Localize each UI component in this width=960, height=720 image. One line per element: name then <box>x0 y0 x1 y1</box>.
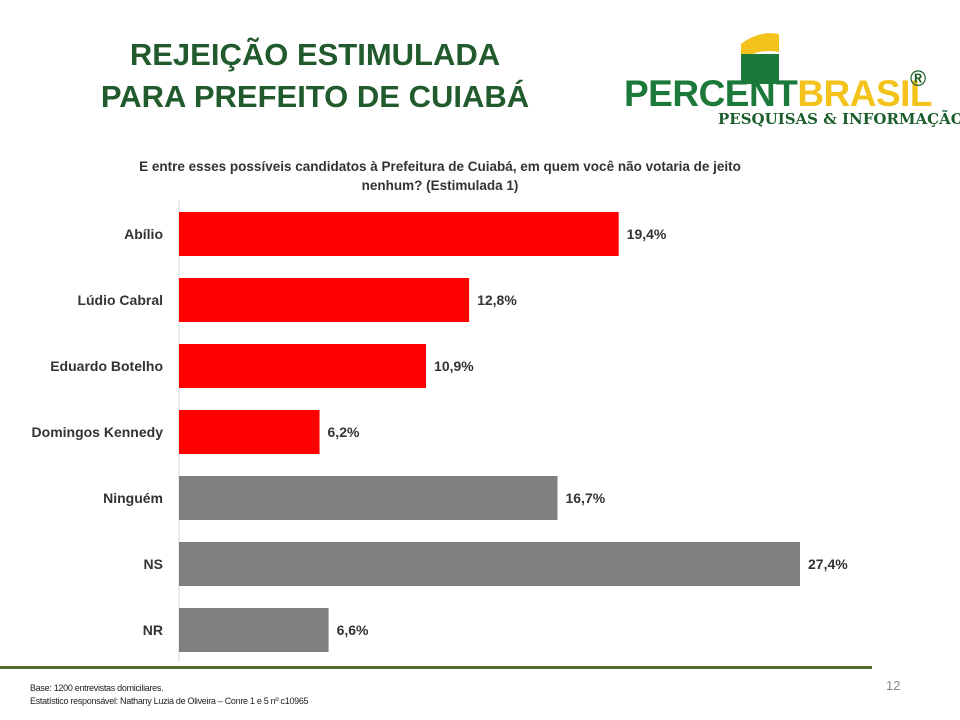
category-label-3: Domingos Kennedy <box>32 424 164 440</box>
survey-question: E entre esses possíveis candidatos à Pre… <box>110 157 770 195</box>
footer-statistician: Estatístico responsável: Nathany Luzia d… <box>30 696 309 706</box>
value-label-5: 27,4% <box>808 556 848 572</box>
value-label-1: 12,8% <box>477 292 517 308</box>
bar-3 <box>179 410 320 454</box>
bar-2 <box>179 344 427 388</box>
registered-mark: ® <box>910 66 927 91</box>
bar-0 <box>179 212 619 256</box>
category-label-2: Eduardo Botelho <box>50 358 163 374</box>
title-line-2: PARA PREFEITO DE CUIABÁ <box>100 79 530 114</box>
logo-word-brasil: BRASIL <box>797 73 933 114</box>
logo-wordmark: PERCENTBRASIL <box>624 73 933 114</box>
logo-word-percent: PERCENT <box>624 73 798 114</box>
bar-4 <box>179 476 558 520</box>
category-label-4: Ninguém <box>103 490 163 506</box>
footer-base: Base: 1200 entrevistas domiciliares. <box>30 683 164 693</box>
category-label-1: Lúdio Cabral <box>77 292 163 308</box>
value-label-6: 6,6% <box>337 622 369 638</box>
value-label-0: 19,4% <box>627 226 667 242</box>
category-label-6: NR <box>143 622 163 638</box>
value-label-4: 16,7% <box>565 490 605 506</box>
page-number: 12 <box>886 678 901 693</box>
flag-icon <box>741 33 779 84</box>
page-title: REJEIÇÃO ESTIMULADA PARA PREFEITO DE CUI… <box>70 34 560 118</box>
title-line-1: REJEIÇÃO ESTIMULADA <box>129 37 501 72</box>
footer-notes: Base: 1200 entrevistas domiciliares. Est… <box>30 682 309 708</box>
value-label-3: 6,2% <box>328 424 360 440</box>
bar-1 <box>179 278 470 322</box>
question-line-1: E entre esses possíveis candidatos à Pre… <box>139 159 741 174</box>
bar-5 <box>179 542 800 586</box>
category-label-0: Abílio <box>124 226 163 242</box>
bar-6 <box>179 608 329 652</box>
bar-chart: Abílio 19,4% Lúdio Cabral 12,8% Eduardo Bote… <box>32 200 848 662</box>
question-line-2: nenhum? (Estimulada 1) <box>361 178 519 193</box>
percentbrasil-logo: PERCENTBRASIL ® PESQUISAS & INFORMAÇÃO <box>620 22 960 132</box>
footer-divider <box>0 666 872 669</box>
logo-subtitle: PESQUISAS & INFORMAÇÃO <box>718 110 960 128</box>
value-label-2: 10,9% <box>434 358 474 374</box>
category-label-5: NS <box>144 556 163 572</box>
